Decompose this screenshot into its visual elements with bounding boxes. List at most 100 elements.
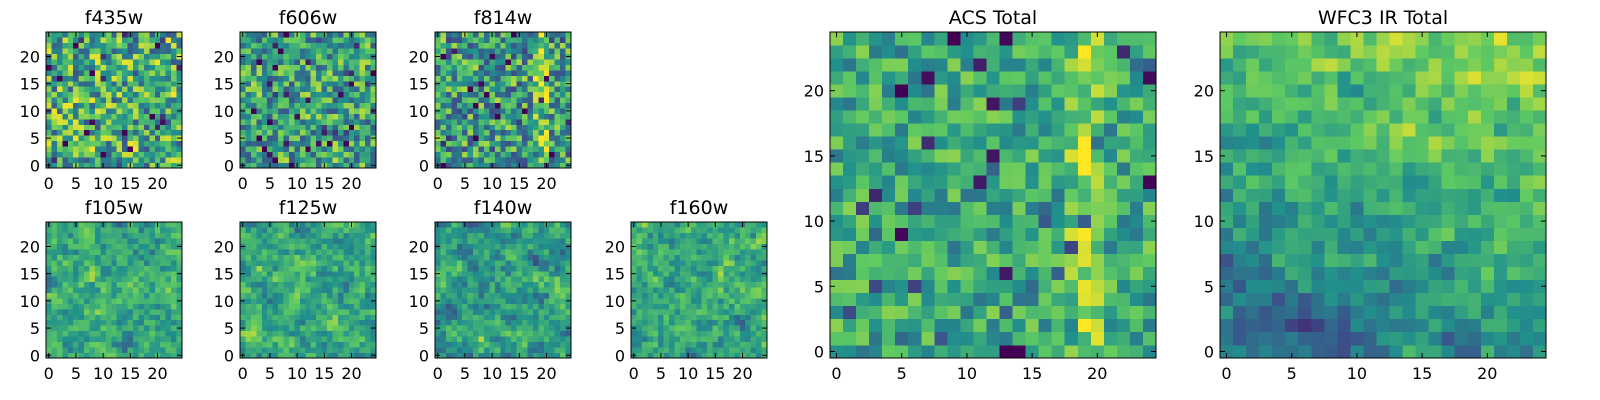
heatmap-cell — [554, 232, 561, 239]
heatmap-cell — [245, 260, 252, 266]
heatmap-cell — [310, 265, 317, 272]
heatmap-cell — [46, 140, 52, 147]
heatmap-cell — [734, 254, 741, 261]
heatmap-cell — [756, 281, 762, 288]
heatmap-cell — [522, 140, 528, 147]
heatmap-cell — [652, 347, 659, 353]
heatmap-cell — [986, 331, 1000, 346]
heatmap-cell — [116, 232, 123, 239]
x-tick-label: 5 — [71, 174, 81, 193]
heatmap-cell — [111, 287, 118, 294]
heatmap-cell — [663, 249, 670, 255]
heatmap-cell — [895, 305, 909, 320]
heatmap-cell — [960, 266, 974, 281]
heatmap-cell — [527, 222, 534, 228]
heatmap-cell — [511, 292, 517, 299]
heatmap-cell — [734, 222, 741, 228]
heatmap-cell — [473, 86, 479, 93]
heatmap-cell — [89, 336, 96, 342]
x-tick-label: 20 — [536, 174, 556, 193]
heatmap-cell — [658, 341, 664, 348]
heatmap-cell — [500, 292, 507, 299]
heatmap-cell — [62, 352, 69, 359]
heatmap-cell — [348, 249, 355, 255]
heatmap-cell — [299, 102, 306, 109]
heatmap-cell — [712, 347, 719, 353]
heatmap-cell — [456, 325, 463, 332]
heatmap-cell — [261, 330, 268, 337]
heatmap-cell — [267, 232, 273, 239]
heatmap-cell — [1025, 227, 1039, 241]
heatmap-cell — [278, 336, 284, 342]
heatmap-cell — [1064, 240, 1079, 254]
heatmap-cell — [299, 91, 306, 98]
heatmap-cells-acs-total — [830, 32, 1157, 359]
heatmap-cell — [305, 124, 312, 131]
heatmap-cell — [250, 86, 257, 93]
heatmap-cell — [278, 330, 284, 337]
heatmap-cell — [154, 42, 161, 49]
heatmap-cell — [728, 281, 735, 288]
heatmap-cell — [348, 325, 355, 332]
heatmap-cell — [62, 227, 69, 234]
heatmap-cell — [348, 238, 355, 245]
heatmap-cell — [56, 59, 63, 65]
heatmap-cell — [149, 42, 156, 49]
heatmap-cell — [348, 37, 355, 44]
heatmap-cell — [690, 227, 697, 234]
heatmap-cell — [176, 314, 183, 321]
heatmap-cell — [500, 102, 507, 109]
heatmap-cell — [116, 265, 123, 272]
heatmap-cell — [288, 140, 295, 147]
heatmap-cell — [999, 227, 1013, 241]
heatmap-cell — [365, 140, 371, 147]
heatmap-cell — [332, 140, 339, 147]
heatmap-cell — [138, 303, 145, 310]
heatmap-cell — [527, 270, 534, 277]
heatmap-cell — [663, 238, 670, 245]
heatmap-cell — [543, 249, 550, 255]
heatmap-cell — [636, 249, 643, 255]
heatmap-cell — [94, 80, 101, 87]
heatmap-cell — [94, 124, 101, 131]
heatmap-cell — [895, 227, 909, 241]
heatmap-cell — [250, 113, 257, 120]
heatmap-cell — [111, 347, 118, 353]
heatmap-cell — [549, 249, 555, 255]
heatmap-cell — [310, 298, 317, 304]
heatmap-cell — [127, 309, 134, 315]
heatmap-cell — [532, 140, 539, 147]
heatmap-cell — [882, 175, 896, 189]
heatmap-cell — [663, 352, 670, 359]
heatmap-cell — [690, 341, 697, 348]
heatmap-cell — [332, 227, 339, 234]
heatmap-cell — [435, 113, 441, 120]
heatmap-cell — [456, 59, 463, 65]
heatmap-cell — [165, 276, 172, 283]
heatmap-cell — [332, 276, 339, 283]
heatmap-cell — [94, 146, 101, 152]
heatmap-cell — [1012, 201, 1026, 215]
heatmap-cell — [105, 243, 112, 250]
heatmap-cell — [299, 42, 306, 49]
heatmap-cell — [1142, 266, 1157, 281]
heatmap-cell — [538, 119, 545, 125]
heatmap-cell — [478, 309, 485, 315]
y-tick-label: 15 — [214, 75, 234, 94]
heatmap-cell — [111, 146, 118, 152]
heatmap-cell — [869, 318, 883, 333]
heatmap-cell — [494, 352, 501, 359]
heatmap-cell — [483, 91, 490, 98]
heatmap-cell — [538, 270, 545, 277]
heatmap-cell — [522, 249, 528, 255]
heatmap-cell — [494, 113, 501, 120]
heatmap-cell — [999, 318, 1013, 333]
heatmap-cell — [122, 330, 128, 337]
heatmap-cell — [62, 53, 69, 60]
heatmap-cell — [473, 238, 479, 245]
heatmap-cell — [435, 91, 441, 98]
heatmap-cell — [921, 266, 935, 281]
heatmap-cell — [56, 162, 63, 169]
heatmap-cell — [240, 129, 246, 136]
heatmap-cell — [245, 70, 252, 76]
